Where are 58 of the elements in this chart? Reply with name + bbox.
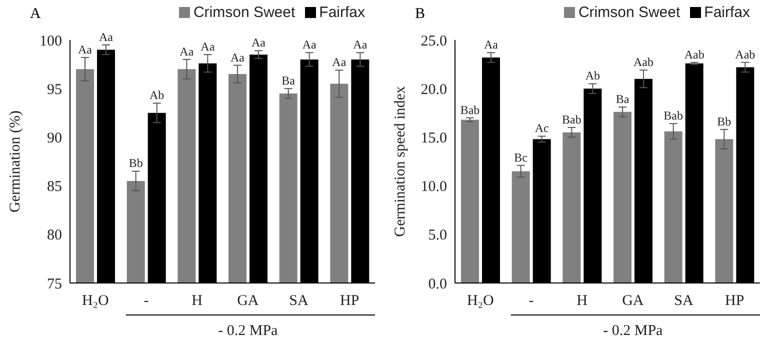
chart-title: A	[30, 6, 41, 23]
data-label: Aa	[252, 36, 266, 50]
data-label: Bab	[562, 112, 582, 126]
x-tick-label: H₂O	[466, 293, 494, 309]
text: - 0.2 MPa	[603, 323, 664, 339]
chart-title: B	[415, 6, 426, 23]
data-label: Ba	[282, 74, 296, 88]
data-label: Aab	[634, 55, 654, 70]
data-label: Aa	[484, 38, 499, 52]
data-label: Bab	[460, 102, 480, 117]
data-label: Aa	[180, 44, 194, 58]
legend-label: Crimson Sweet	[577, 4, 680, 21]
data-label: Aa	[302, 38, 317, 52]
data-label: Aa	[353, 38, 368, 52]
x-tick-label: GA	[237, 293, 259, 309]
data-label: Aab	[735, 47, 756, 62]
data-label: Ab	[149, 88, 164, 102]
y-axis-title: Germination (%)	[7, 110, 24, 213]
data-label: Ab	[585, 68, 600, 83]
x-tick-label: H	[576, 293, 588, 309]
x-tick-label: -	[528, 293, 534, 309]
data-label: Aa	[332, 55, 347, 70]
x-tick-label: H₂O	[82, 293, 110, 309]
data-label: Ba	[616, 92, 630, 106]
y-tick-label: 80	[47, 228, 62, 244]
data-label: Aa	[200, 40, 216, 54]
data-label: Aa	[99, 30, 114, 44]
text: - 0.2 MPa	[218, 323, 278, 339]
y-tick-label: 85	[47, 179, 62, 196]
data-label: Aa	[230, 50, 246, 64]
y-tick-label: 20.0	[420, 82, 447, 98]
y-tick-label: 95	[47, 82, 62, 98]
y-tick-label: 0.0	[428, 276, 447, 292]
data-label: Bb	[128, 156, 143, 170]
data-label: Bc	[514, 150, 528, 164]
x-tick-label: HP	[724, 293, 744, 309]
legend-label: Fairfax	[318, 4, 365, 21]
x-tick-label: -	[144, 293, 149, 309]
x-tick-label: H	[192, 293, 203, 309]
x-tick-label: HP	[340, 293, 360, 309]
x-tick-label: GA	[622, 293, 644, 309]
y-tick-label: 75	[47, 276, 62, 292]
y-tick-label: 100	[40, 33, 62, 50]
x-tick-label: SA	[674, 293, 694, 309]
y-tick-label: 25.0	[420, 33, 447, 50]
y-tick-label: 15.0	[420, 130, 447, 147]
y-tick-label: 90	[47, 130, 62, 147]
data-label: Aab	[684, 47, 704, 62]
x-tick-label: SA	[289, 293, 308, 309]
data-label: Bab	[664, 108, 684, 123]
data-label: Bb	[717, 114, 732, 128]
data-label: Ac	[534, 121, 549, 136]
legend-label: Fairfax	[703, 4, 750, 21]
y-tick-label: 5.0	[428, 228, 447, 244]
legend-label: Crimson Sweet	[192, 4, 296, 21]
data-label: Aa	[78, 42, 93, 56]
y-axis-title: Germination speed index	[392, 86, 408, 237]
y-tick-label: 10.0	[420, 179, 447, 196]
